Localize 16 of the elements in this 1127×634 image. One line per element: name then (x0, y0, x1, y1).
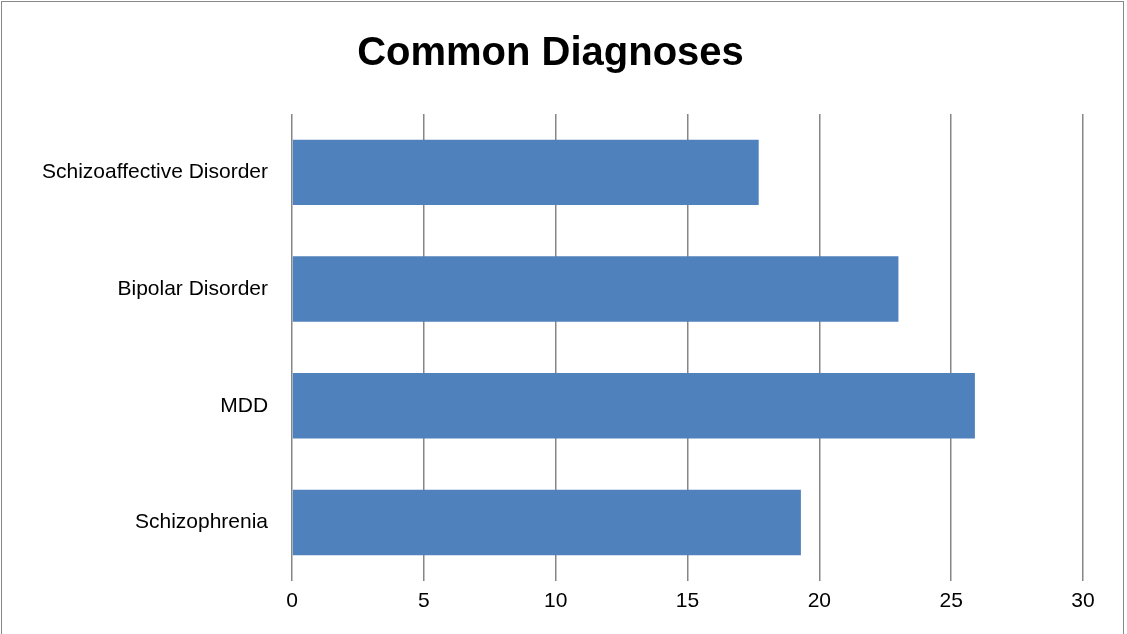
bar (292, 256, 899, 322)
x-tick-label: 15 (675, 588, 700, 612)
x-tick-label: 30 (1071, 588, 1095, 612)
x-tick-label: 0 (286, 588, 298, 612)
y-tick-label: Bipolar Disorder (117, 275, 269, 299)
x-tick-label: 20 (807, 588, 832, 612)
bar (292, 489, 801, 556)
bar (292, 373, 975, 439)
y-tick-label: Schizophrenia (134, 509, 269, 533)
x-tick-label: 10 (544, 588, 568, 612)
chart-title: Common Diagnoses (357, 29, 744, 74)
y-tick-label: Schizoaffective Disorder (41, 159, 269, 183)
y-tick-label: MDD (220, 392, 269, 416)
x-tick-label: 25 (939, 588, 963, 612)
bar (292, 139, 759, 206)
x-tick-label: 5 (418, 588, 430, 612)
